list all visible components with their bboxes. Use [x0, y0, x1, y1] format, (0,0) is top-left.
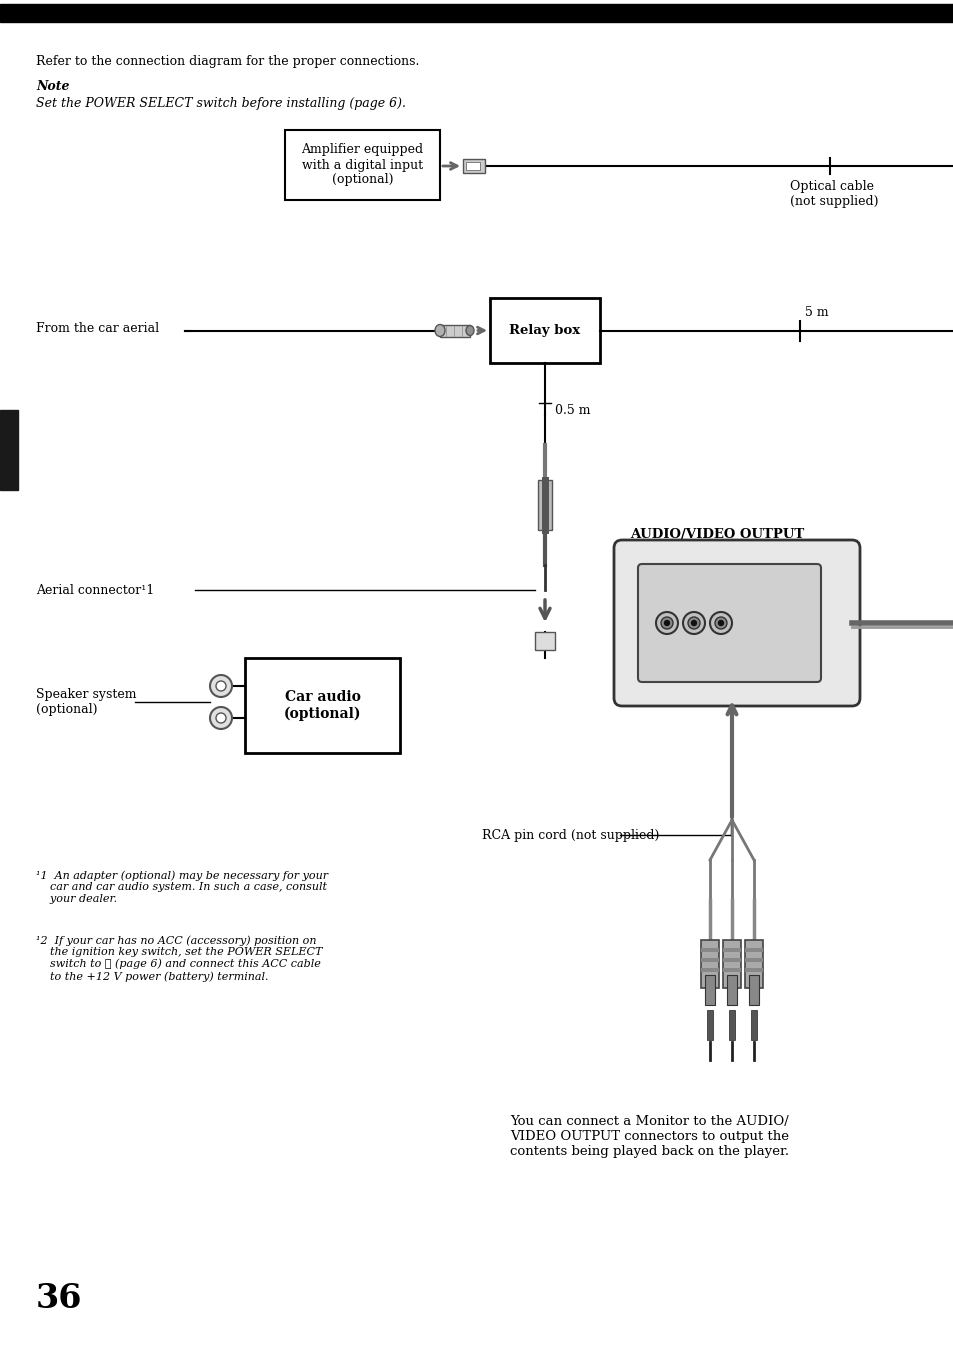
Circle shape	[210, 675, 232, 698]
Circle shape	[215, 713, 226, 723]
Bar	[706, 1010, 712, 1040]
Text: 36: 36	[36, 1282, 82, 1315]
Bar	[490, 297, 599, 362]
Ellipse shape	[465, 326, 474, 335]
Bar	[700, 948, 719, 952]
Circle shape	[682, 612, 704, 634]
Text: You can connect a Monitor to the AUDIO/
VIDEO OUTPUT connectors to output the
co: You can connect a Monitor to the AUDIO/ …	[510, 1115, 788, 1159]
Bar	[722, 940, 740, 988]
Circle shape	[691, 621, 696, 626]
Circle shape	[714, 617, 726, 629]
Bar	[700, 959, 719, 963]
Bar	[700, 940, 719, 988]
Circle shape	[660, 617, 672, 629]
Text: ¹1  An adapter (optional) may be necessary for your
    car and car audio system: ¹1 An adapter (optional) may be necessar…	[36, 869, 328, 903]
Text: Speaker system
(optional): Speaker system (optional)	[36, 688, 136, 717]
Text: Set the POWER SELECT switch before installing (page 6).: Set the POWER SELECT switch before insta…	[36, 97, 406, 110]
Ellipse shape	[435, 324, 444, 337]
Bar	[245, 658, 399, 753]
Circle shape	[664, 621, 669, 626]
Text: RCA pin cord (not supplied): RCA pin cord (not supplied)	[481, 829, 659, 841]
Text: Note: Note	[36, 80, 70, 93]
Bar	[0, 410, 18, 489]
Text: Aerial connector¹1: Aerial connector¹1	[36, 584, 154, 596]
Bar	[700, 968, 719, 972]
Text: Relay box: Relay box	[509, 324, 580, 337]
Bar	[744, 948, 762, 952]
Bar	[285, 130, 439, 200]
Text: AUDIO/VIDEO OUTPUT: AUDIO/VIDEO OUTPUT	[629, 529, 803, 541]
Text: Refer to the connection diagram for the proper connections.: Refer to the connection diagram for the …	[36, 55, 419, 68]
Circle shape	[656, 612, 678, 634]
FancyBboxPatch shape	[638, 564, 821, 681]
Bar	[439, 324, 470, 337]
Bar	[728, 1010, 734, 1040]
Bar	[704, 975, 714, 1005]
Bar	[465, 162, 479, 170]
Text: Amplifier equipped
with a digital input
(optional): Amplifier equipped with a digital input …	[301, 143, 423, 187]
Bar	[744, 940, 762, 988]
Text: Car audio
(optional): Car audio (optional)	[283, 690, 361, 721]
FancyBboxPatch shape	[614, 539, 859, 706]
Bar	[750, 1010, 757, 1040]
Bar	[0, 4, 953, 22]
Text: 0.5 m: 0.5 m	[555, 403, 590, 416]
Circle shape	[215, 681, 226, 691]
Text: 5 m: 5 m	[804, 306, 828, 319]
Bar	[462, 160, 484, 173]
Bar	[726, 975, 737, 1005]
Bar	[537, 480, 552, 530]
Circle shape	[718, 621, 722, 626]
Circle shape	[687, 617, 700, 629]
Text: From the car aerial: From the car aerial	[36, 322, 159, 335]
Text: Optical cable
(not supplied): Optical cable (not supplied)	[789, 180, 878, 208]
Circle shape	[210, 707, 232, 729]
Bar	[748, 975, 759, 1005]
Circle shape	[709, 612, 731, 634]
Bar	[744, 968, 762, 972]
Text: ¹2  If your car has no ACC (accessory) position on
    the ignition key switch, : ¹2 If your car has no ACC (accessory) po…	[36, 936, 322, 982]
Bar	[722, 959, 740, 963]
Bar	[722, 968, 740, 972]
Bar	[722, 948, 740, 952]
Bar	[535, 631, 555, 650]
Bar	[744, 959, 762, 963]
